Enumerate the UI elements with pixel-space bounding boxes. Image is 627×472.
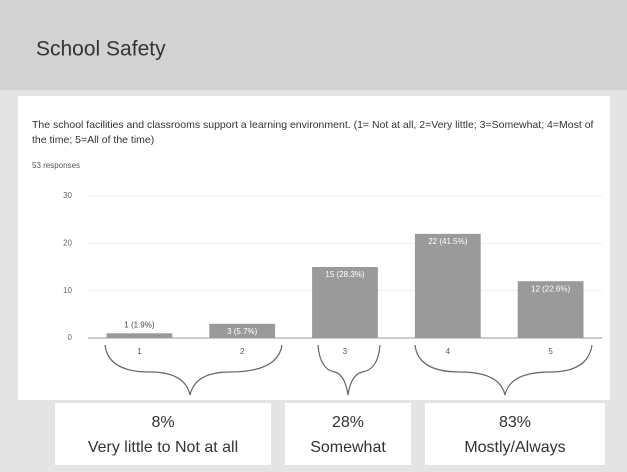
x-tick-label: 3: [343, 347, 348, 356]
braces: [104, 344, 593, 396]
brace: [104, 344, 283, 396]
x-tick-label: 1: [137, 347, 142, 356]
summary-box: [55, 403, 271, 465]
y-tick-label: 20: [63, 238, 72, 247]
card: [18, 96, 610, 400]
data-label: 22 (41.5%): [428, 237, 467, 246]
summary-label: Somewhat: [310, 439, 386, 456]
brace: [414, 344, 593, 396]
bar: [312, 267, 378, 338]
bar: [106, 333, 173, 338]
banner: [0, 0, 627, 90]
x-tick-label: 5: [548, 347, 553, 356]
y-tick-label: 10: [63, 286, 72, 295]
summary-percent: 28%: [332, 414, 364, 431]
x-tick-label: 2: [240, 347, 245, 356]
data-label: 15 (28.3%): [325, 270, 364, 279]
summary-label: Very little to Not at all: [88, 439, 238, 456]
summary-percent: 8%: [151, 414, 174, 431]
data-label: 1 (1.9%): [124, 320, 155, 329]
summary-percent: 83%: [499, 414, 531, 431]
y-tick-label: 0: [68, 333, 73, 342]
summary-box: [425, 403, 605, 465]
response-count: 53 responses: [32, 161, 80, 170]
question-box: The school facilities and classrooms sup…: [32, 119, 594, 146]
data-label: 12 (22.6%): [531, 284, 570, 293]
summary-label: Mostly/Always: [464, 439, 565, 456]
bar: [517, 281, 584, 338]
brace: [317, 344, 381, 396]
summary-box: [285, 403, 411, 465]
question: The school facilities and classrooms sup…: [32, 119, 594, 146]
y-tick-label: 30: [63, 191, 72, 200]
x-tick-label: 4: [446, 347, 451, 356]
bar: [209, 323, 276, 338]
data-label: 3 (5.7%): [227, 327, 258, 336]
chart-title: School Safety: [36, 38, 166, 61]
bar: [414, 233, 481, 338]
